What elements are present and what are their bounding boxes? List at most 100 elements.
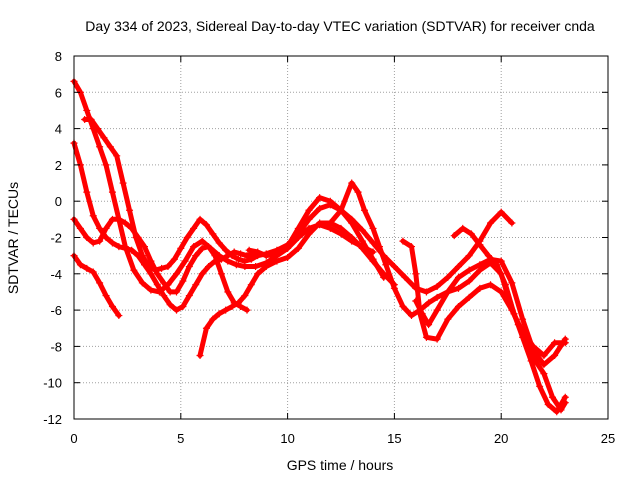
data-point <box>100 134 108 142</box>
data-point <box>89 239 97 247</box>
data-point <box>205 263 213 271</box>
data-point <box>108 302 116 310</box>
data-point <box>399 237 407 245</box>
data-point <box>190 224 198 232</box>
data-point <box>348 215 356 223</box>
data-point <box>140 243 148 251</box>
data-point <box>153 281 161 289</box>
data-point <box>294 224 302 232</box>
axis-ticks: 0 5 10 15 20 25 -12 -10 -8 -6 -4 -2 0 2 4 6 8 <box>43 49 615 446</box>
data-point <box>230 248 238 256</box>
data-point <box>519 333 527 341</box>
data-point <box>284 243 292 251</box>
data-point <box>254 248 262 256</box>
data-point <box>134 234 142 241</box>
data-point <box>245 246 253 254</box>
series-track-9 <box>399 237 569 359</box>
data-point <box>93 125 101 133</box>
data-point <box>126 206 134 214</box>
data-point <box>202 324 210 332</box>
data-point <box>96 224 104 232</box>
data-point <box>407 243 415 251</box>
data-point <box>487 281 495 289</box>
data-point <box>196 215 204 223</box>
data-point <box>108 239 116 247</box>
data-point <box>454 263 462 271</box>
data-point <box>326 219 334 227</box>
y-tick-label: -8 <box>50 339 62 354</box>
data-point <box>115 215 123 223</box>
data-point <box>83 264 91 272</box>
data-point <box>83 188 91 196</box>
data-point <box>166 288 174 296</box>
data-point <box>160 279 168 287</box>
y-tick-label: -2 <box>50 231 62 246</box>
data-point <box>205 243 213 251</box>
data-point <box>89 268 97 276</box>
y-tick-label: -10 <box>43 376 62 391</box>
data-point <box>540 370 548 378</box>
data-point <box>179 302 187 310</box>
data-point <box>222 246 230 254</box>
data-point <box>232 261 240 269</box>
data-point <box>425 299 433 307</box>
data-point <box>273 257 281 265</box>
data-point <box>158 264 166 272</box>
data-point <box>358 226 366 234</box>
series-track-11 <box>450 224 569 416</box>
data-point <box>215 239 223 247</box>
data-point <box>173 288 181 296</box>
y-axis-label: SDTVAR / TECUs <box>5 182 21 294</box>
data-point <box>561 393 569 401</box>
data-point <box>510 310 518 318</box>
data-point <box>433 306 441 314</box>
y-tick-label: 2 <box>55 158 62 173</box>
data-point <box>548 393 556 401</box>
data-point <box>459 224 467 232</box>
data-point <box>138 279 146 287</box>
data-point <box>348 234 356 241</box>
data-point <box>217 270 225 278</box>
data-point <box>305 206 313 214</box>
data-point <box>476 241 484 249</box>
data-point <box>358 237 366 245</box>
data-point <box>527 357 535 365</box>
series-track-5 <box>70 252 123 320</box>
data-point <box>551 351 559 359</box>
data-point <box>147 270 155 278</box>
data-point <box>130 266 138 274</box>
data-point <box>198 270 206 278</box>
data-point <box>369 239 377 247</box>
data-point <box>217 255 225 263</box>
y-tick-label: 8 <box>55 49 62 64</box>
data-point <box>476 261 484 269</box>
data-point <box>224 288 232 296</box>
data-point <box>185 263 193 271</box>
data-point <box>529 346 537 354</box>
x-axis-label: GPS time / hours <box>287 457 394 473</box>
data-point <box>375 243 383 251</box>
data-point <box>181 257 189 265</box>
series-line <box>400 238 568 358</box>
data-point <box>348 179 356 187</box>
data-point <box>294 244 302 252</box>
data-point <box>444 288 452 296</box>
data-point <box>247 281 255 289</box>
data-point <box>465 266 473 274</box>
data-point <box>412 270 420 278</box>
data-point <box>115 312 123 320</box>
data-point <box>422 288 430 296</box>
data-point <box>185 292 193 300</box>
data-point <box>170 255 178 263</box>
data-point <box>96 237 104 245</box>
data-point <box>561 335 569 343</box>
data-point <box>433 293 441 301</box>
data-point <box>544 400 552 408</box>
x-tick-label: 5 <box>177 431 184 446</box>
data-point <box>241 292 249 300</box>
data-point <box>493 261 501 269</box>
data-point <box>211 252 219 260</box>
data-point <box>412 297 420 305</box>
series-track-1 <box>70 77 377 296</box>
